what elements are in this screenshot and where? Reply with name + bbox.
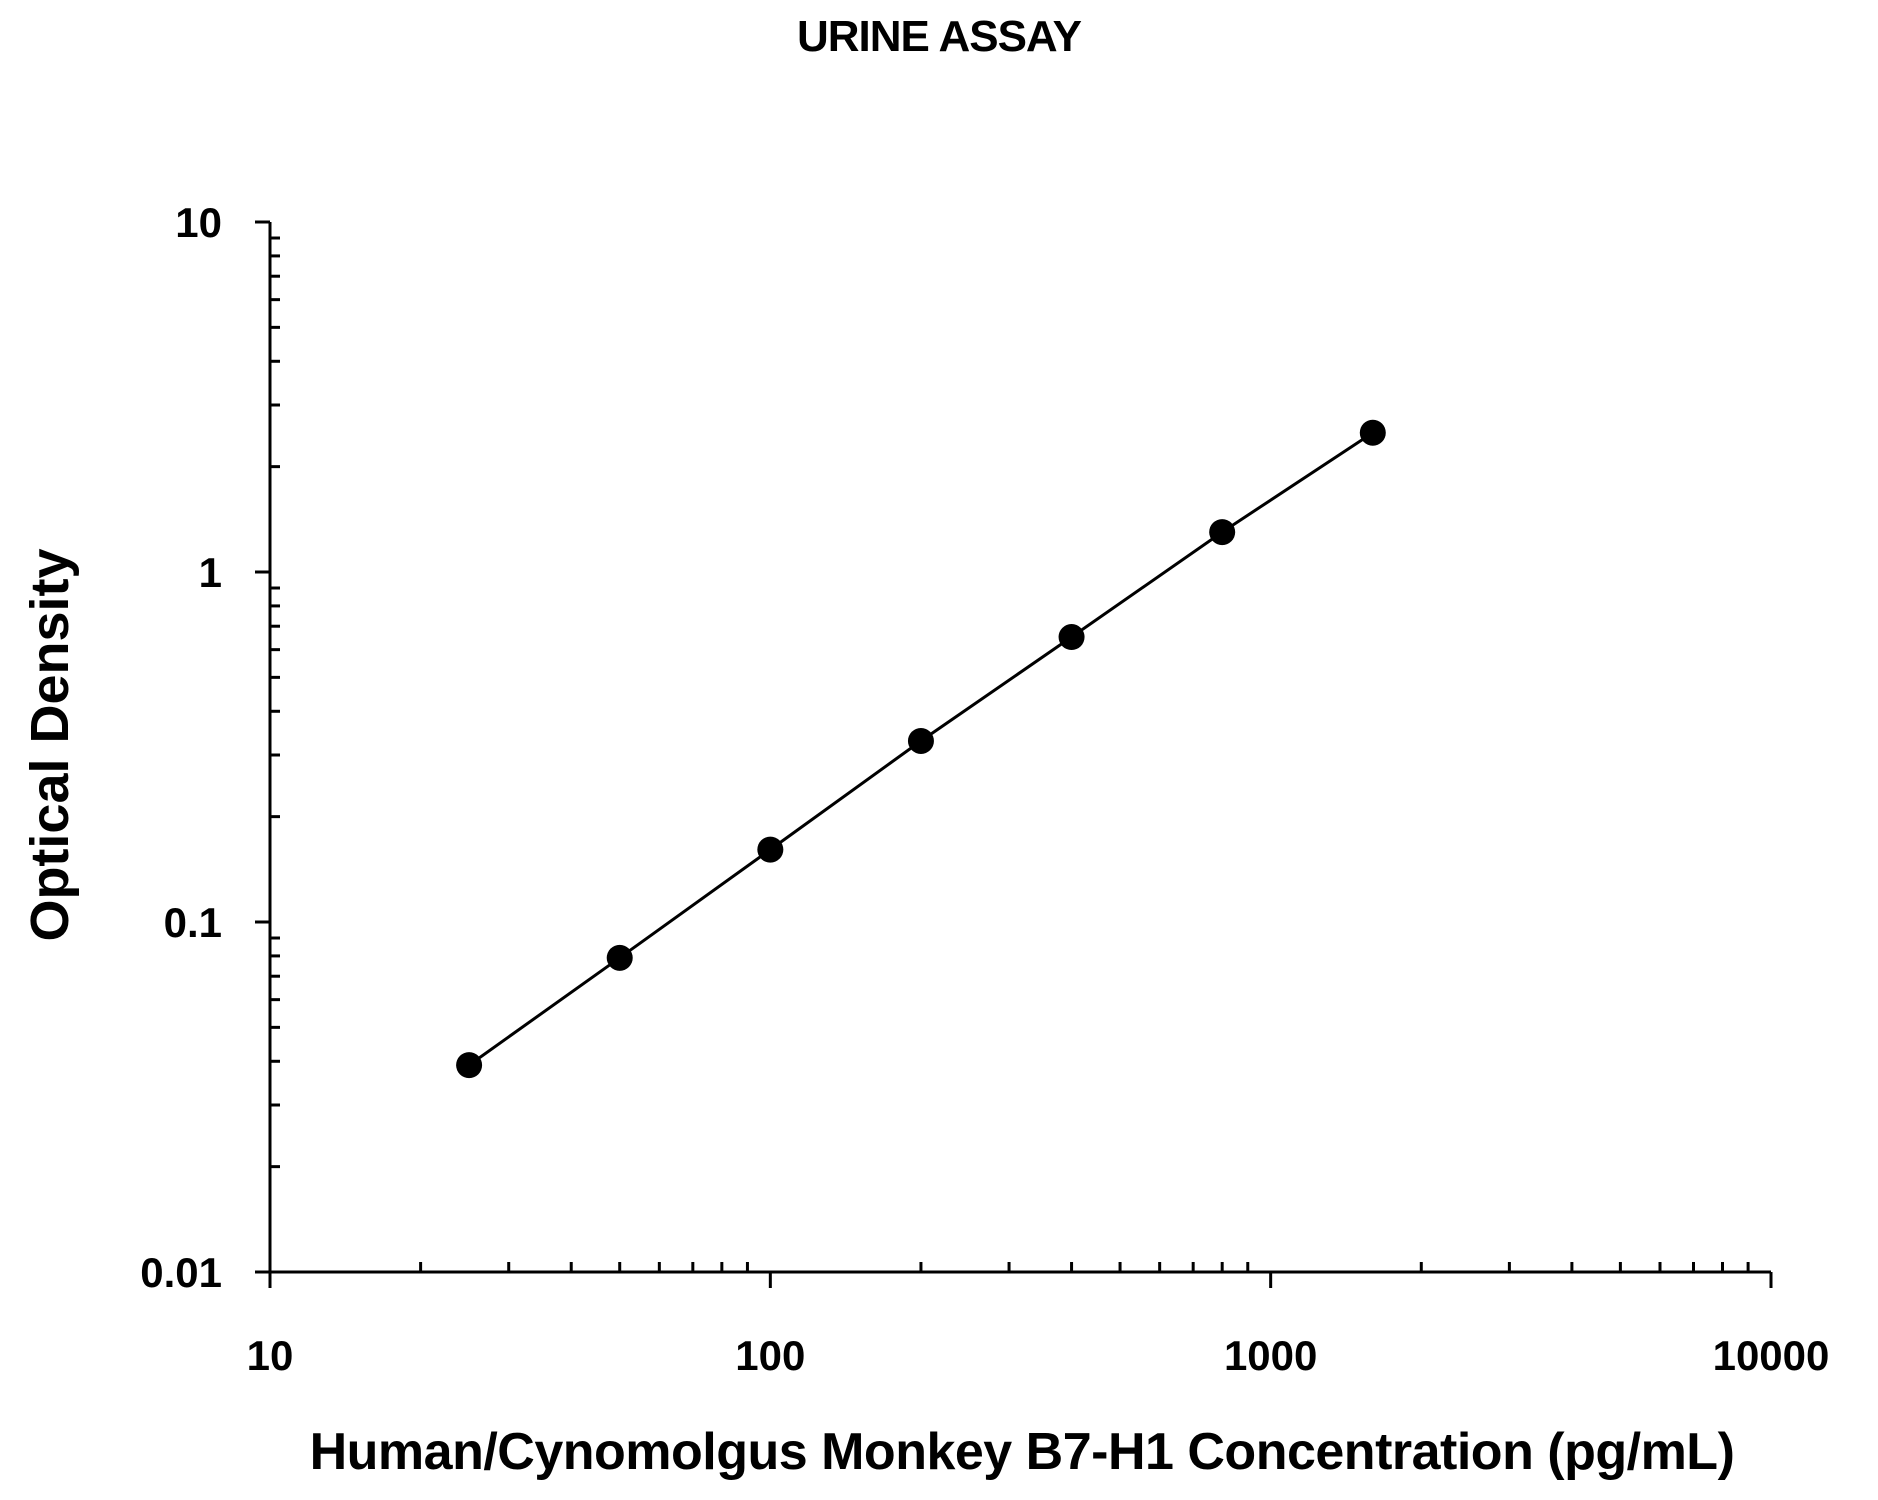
y-tick-label: 1 bbox=[199, 549, 222, 596]
x-tick-label: 10 bbox=[247, 1332, 294, 1379]
y-tick-label: 10 bbox=[175, 199, 222, 246]
chart-title: URINE ASSAY bbox=[796, 12, 1082, 61]
data-point-marker bbox=[1359, 419, 1386, 446]
x-tick-label: 10000 bbox=[1713, 1332, 1830, 1379]
data-point-marker bbox=[606, 944, 633, 971]
x-tick-label: 100 bbox=[735, 1332, 805, 1379]
x-tick-label: 1000 bbox=[1224, 1332, 1317, 1379]
y-tick-label: 0.01 bbox=[140, 1249, 222, 1296]
data-point-marker bbox=[456, 1052, 483, 1079]
y-tick-label: 0.1 bbox=[164, 899, 222, 946]
axes: 10 100 1000 10000 0.01 0.1 1 10 bbox=[140, 199, 1829, 1379]
data-point-marker bbox=[1209, 519, 1236, 546]
data-point-marker bbox=[907, 727, 934, 754]
data-series bbox=[456, 419, 1386, 1079]
x-axis-label: Human/Cynomolgus Monkey B7-H1 Concentrat… bbox=[309, 1423, 1735, 1481]
data-point-marker bbox=[1058, 624, 1085, 651]
y-axis-label: Optical Density bbox=[20, 548, 80, 942]
data-point-marker bbox=[757, 836, 784, 863]
